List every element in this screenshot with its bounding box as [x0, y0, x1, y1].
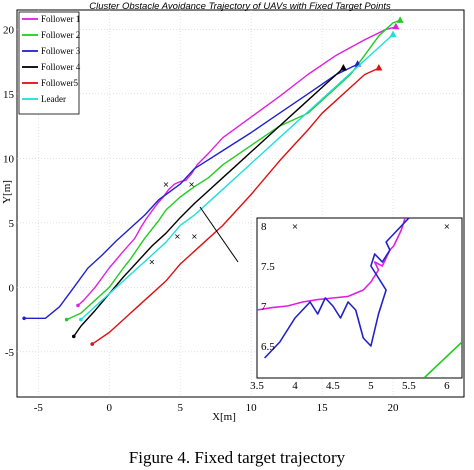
start-marker: [22, 316, 26, 321]
chart-title: Cluster Obstacle Avoidance Trajectory of…: [89, 1, 391, 12]
inset-x-tick-label: 5.5: [402, 380, 416, 392]
obstacle-marker: ×: [191, 232, 198, 241]
legend-label: Follower 2: [41, 30, 80, 40]
main-series-group: [22, 16, 404, 346]
x-axis-label: X[m]: [212, 411, 236, 423]
obstacle-marker: ×: [163, 180, 170, 189]
obstacle-marker: ×: [148, 258, 155, 267]
main-obstacles: × × × × ×: [148, 180, 197, 266]
series-line-1: [66, 19, 401, 321]
y-axis-label: Y[m]: [1, 180, 13, 204]
legend-label: Follower 4: [41, 62, 81, 72]
end-marker: [375, 64, 383, 71]
series-line-3: [73, 67, 344, 337]
start-marker: [76, 303, 80, 308]
inset-series-group: [257, 218, 462, 378]
legend-label: Follower 1: [41, 14, 80, 24]
legend-label: Leader: [41, 94, 66, 104]
inset-x-tick-label: 5: [368, 380, 374, 392]
inset-y-ticks: 6.5 7 7.5 8: [261, 221, 275, 353]
y-tick-label: 20: [3, 24, 15, 36]
inset-x-tick-label: 4: [292, 380, 298, 392]
inset-y-tick-label: 7: [261, 301, 267, 313]
main-x-ticks: -5 0 5 10 15 20: [34, 402, 399, 414]
inset-plot-frame: [256, 217, 463, 379]
inset-y-tick-label: 8: [261, 221, 267, 233]
y-tick-label: -5: [5, 347, 15, 359]
inset-x-tick-label: 6: [444, 380, 450, 392]
start-marker: [79, 317, 83, 322]
x-tick-label: -5: [34, 402, 44, 414]
obstacle-marker: ×: [188, 180, 195, 189]
inset-series-line-2: [423, 341, 462, 378]
start-marker: [71, 334, 76, 339]
y-tick-label: 0: [9, 282, 15, 294]
inset-obstacle-marker: ×: [443, 222, 450, 231]
x-tick-label: 20: [388, 402, 400, 414]
start-marker: [90, 342, 95, 346]
legend-label: Follower 3: [41, 46, 81, 56]
end-marker: [389, 30, 397, 38]
inset-x-tick-label: 4.5: [326, 380, 340, 392]
y-tick-label: 5: [9, 218, 15, 230]
x-tick-label: 10: [246, 402, 258, 414]
inset-obstacle-marker: ×: [292, 222, 299, 231]
figure-caption: Figure 4. Fixed target trajectory: [129, 448, 346, 467]
series-line-0: [77, 26, 397, 306]
x-tick-label: 0: [106, 402, 112, 414]
obstacle-marker: ×: [174, 232, 181, 241]
legend-label: Follower5: [41, 78, 78, 88]
start-marker: [64, 317, 69, 322]
x-tick-label: 15: [317, 402, 329, 414]
inset-connector-line: [199, 206, 239, 263]
inset-y-tick-label: 7.5: [261, 261, 275, 273]
y-tick-label: 15: [3, 89, 15, 101]
x-tick-label: 5: [177, 402, 183, 414]
end-marker: [392, 22, 400, 30]
legend-box: [18, 11, 80, 115]
legend: Follower 1 Follower 2 Follower 3 Follower 4…: [18, 11, 81, 115]
series-line-4: [91, 67, 380, 345]
inset-series-line-1: [264, 218, 410, 359]
inset-x-ticks: 3.5 4 4.5 5 5.5 6: [250, 380, 450, 392]
y-tick-label: 10: [3, 153, 15, 165]
inset-series-line-0: [257, 218, 406, 311]
end-marker: [396, 16, 404, 23]
end-marker: [339, 64, 347, 71]
series-line-2: [24, 63, 358, 319]
legend-items: Follower 1 Follower 2 Follower 3 Follower 4…: [22, 14, 81, 104]
main-y-ticks: -5 0 5 10 15 20: [3, 24, 15, 359]
inset-y-tick-label: 6.5: [261, 341, 275, 353]
series-line-5: [80, 33, 394, 321]
inset-zoom-chart: × × 3.5 4 4.5 5 5.5 6 6.577.58: [250, 217, 463, 392]
inset-x-tick-label: 3.5: [250, 380, 264, 392]
inset-obstacles: × ×: [292, 222, 451, 231]
